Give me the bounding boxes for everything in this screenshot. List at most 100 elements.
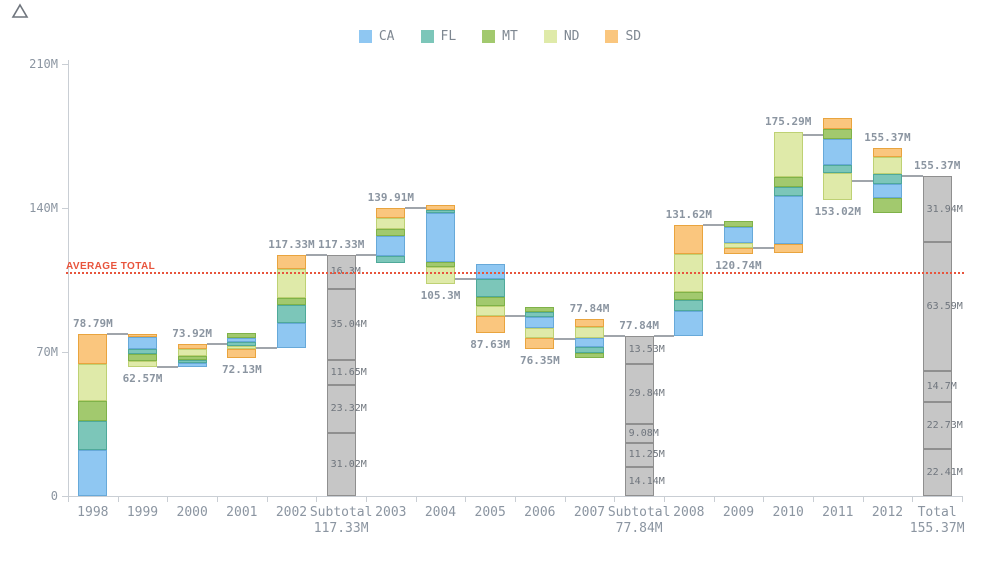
bar-segment-SD[interactable]	[724, 248, 753, 255]
bar-segment-ND[interactable]	[426, 266, 455, 285]
bar-segment-ND[interactable]	[724, 243, 753, 249]
bar-segment-SD[interactable]: 16.3M	[326, 254, 361, 289]
bar-segment-FL[interactable]	[475, 279, 505, 297]
bar-2008-12[interactable]	[674, 225, 704, 336]
bar-1999-1[interactable]	[128, 333, 157, 368]
bar-segment-CA[interactable]	[823, 139, 853, 166]
bar-segment-FL[interactable]: 23.32M	[326, 384, 367, 433]
bar-segment-ND[interactable]	[177, 348, 207, 357]
bar-total-17[interactable]: 31.94M 63.59M 14.7M 22.73M 22.41M	[922, 176, 963, 496]
bar-segment-CA[interactable]	[873, 184, 902, 199]
bar-2012-16[interactable]	[873, 147, 902, 214]
bar-segment-CA[interactable]: 14.14M	[624, 466, 665, 496]
bar-2007-10[interactable]	[575, 319, 604, 359]
bar-segment-SD[interactable]	[823, 117, 853, 130]
bar-segment-CA[interactable]	[376, 236, 406, 257]
bar-segment-SD[interactable]	[674, 225, 704, 254]
bar-segment-FL[interactable]	[177, 359, 207, 364]
bar-2003-6[interactable]	[376, 208, 406, 264]
bar-segment-ND[interactable]	[128, 361, 157, 368]
bar-segment-ND[interactable]	[575, 327, 604, 339]
legend-item-FL[interactable]: FL	[420, 29, 456, 44]
bar-2011-15[interactable]	[823, 117, 853, 200]
bar-2010-14[interactable]	[773, 132, 803, 254]
bar-segment-MT[interactable]	[475, 296, 505, 306]
bar-segment-FL[interactable]	[227, 341, 257, 346]
bar-segment-SD[interactable]	[277, 254, 306, 270]
bar-segment-SD[interactable]	[873, 147, 902, 158]
bar-segment-SD[interactable]	[475, 315, 505, 333]
bar-segment-ND[interactable]	[525, 328, 555, 338]
bar-segment-SD[interactable]	[575, 319, 604, 328]
bar-segment-MT[interactable]	[426, 261, 455, 267]
bar-segment-CA[interactable]	[674, 310, 704, 336]
bar-segment-SD[interactable]: 13.53M	[624, 335, 665, 364]
bar-segment-FL[interactable]	[823, 165, 853, 174]
bar-segment-FL[interactable]	[426, 209, 455, 214]
bar-segment-FL[interactable]: 11.25M	[624, 443, 665, 467]
bar-segment-ND[interactable]	[773, 132, 803, 178]
bar-subtotal-5[interactable]: 16.3M 35.04M 11.65M 23.32M 31.02M	[326, 254, 367, 496]
bar-segment-SD[interactable]	[525, 337, 555, 349]
bar-2009-13[interactable]	[724, 220, 753, 255]
bar-segment-SD[interactable]	[177, 343, 207, 349]
bar-segment-ND[interactable]	[78, 363, 108, 402]
bar-segment-ND[interactable]	[873, 157, 902, 174]
bar-segment-MT[interactable]	[724, 220, 753, 227]
bar-segment-CA[interactable]: 22.41M	[922, 449, 963, 496]
bar-segment-CA[interactable]	[177, 363, 207, 368]
bar-segment-FL[interactable]	[525, 312, 555, 318]
bar-segment-MT[interactable]	[575, 352, 604, 359]
bar-2000-2[interactable]	[177, 343, 207, 368]
bar-segment-CA[interactable]: 31.02M	[326, 432, 367, 496]
bar-segment-FL[interactable]	[376, 256, 406, 264]
bar-segment-ND[interactable]: 63.59M	[922, 242, 963, 371]
bar-segment-FL[interactable]	[674, 300, 704, 311]
bar-segment-MT[interactable]	[128, 353, 157, 362]
bar-segment-MT[interactable]: 9.08M	[624, 423, 659, 444]
bar-segment-FL[interactable]	[277, 305, 306, 324]
bar-segment-SD[interactable]	[426, 205, 455, 210]
bar-segment-SD[interactable]: 31.94M	[922, 176, 963, 243]
bar-segment-CA[interactable]	[277, 323, 306, 348]
bar-segment-MT[interactable]	[376, 228, 406, 237]
bar-segment-MT[interactable]	[823, 129, 853, 140]
bar-segment-MT[interactable]	[227, 333, 257, 338]
bar-segment-SD[interactable]	[128, 333, 157, 338]
bar-segment-ND[interactable]	[277, 269, 306, 299]
bar-segment-CA[interactable]	[128, 337, 157, 349]
bar-segment-CA[interactable]	[773, 195, 803, 245]
bar-segment-ND[interactable]: 29.84M	[624, 363, 665, 424]
bar-subtotal-11[interactable]: 13.53M 29.84M 9.08M 11.25M 14.14M	[624, 335, 665, 496]
bar-segment-MT[interactable]: 14.7M	[922, 370, 957, 403]
bar-segment-MT[interactable]	[277, 298, 306, 306]
bar-segment-CA[interactable]	[575, 338, 604, 347]
bar-segment-FL[interactable]	[78, 421, 108, 450]
bar-segment-MT[interactable]	[873, 198, 902, 214]
bar-segment-CA[interactable]	[426, 213, 455, 262]
bar-segment-SD[interactable]	[227, 349, 257, 359]
bar-2006-9[interactable]	[525, 306, 555, 349]
bar-segment-ND[interactable]	[475, 305, 505, 316]
bar-segment-SD[interactable]	[78, 333, 108, 364]
bar-segment-CA[interactable]	[724, 226, 753, 244]
bar-2002-4[interactable]	[277, 254, 306, 348]
bar-2004-7[interactable]	[426, 205, 455, 285]
bar-segment-CA[interactable]	[227, 337, 257, 342]
bar-segment-ND[interactable]: 35.04M	[326, 288, 367, 360]
bar-segment-FL[interactable]	[128, 348, 157, 354]
bar-segment-FL[interactable]	[873, 173, 902, 185]
bar-2005-8[interactable]	[475, 264, 505, 333]
bar-segment-MT[interactable]	[78, 401, 108, 422]
bar-segment-SD[interactable]	[376, 208, 406, 219]
bar-1998-0[interactable]	[78, 333, 108, 496]
bar-segment-FL[interactable]	[575, 346, 604, 353]
bar-segment-CA[interactable]	[78, 449, 108, 496]
bar-segment-FL[interactable]	[773, 186, 803, 196]
bar-segment-ND[interactable]	[376, 218, 406, 229]
bar-segment-CA[interactable]	[525, 317, 555, 329]
bar-segment-ND[interactable]	[823, 173, 853, 200]
bar-segment-SD[interactable]	[773, 244, 803, 254]
bar-segment-MT[interactable]	[177, 356, 207, 360]
bar-segment-MT[interactable]	[674, 291, 704, 301]
